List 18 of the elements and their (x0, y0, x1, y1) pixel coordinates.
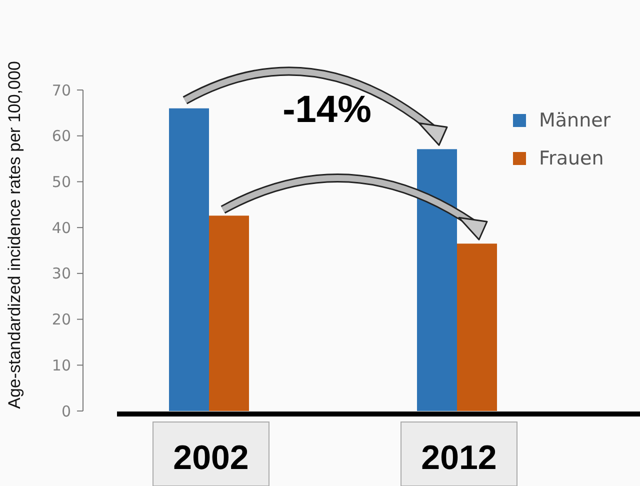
bar (457, 244, 497, 411)
annotation: -14% (282, 89, 372, 131)
bar (169, 108, 209, 411)
y-axis-title: Age-standardized incidence rates per 100,000 (5, 61, 24, 409)
legend-label: Männer (539, 110, 611, 132)
y-tick-label: 40 (52, 218, 71, 237)
bar (209, 216, 249, 411)
y-tick-label: 70 (52, 81, 71, 100)
bar (417, 149, 457, 411)
legend-label: Frauen (539, 148, 604, 170)
y-tick-label: 50 (52, 172, 71, 191)
x-tick-label: 2012 (421, 438, 497, 477)
y-tick-label: 10 (52, 356, 71, 374)
y-tick-label: 60 (52, 127, 71, 146)
y-tick-label: 0 (61, 402, 71, 420)
y-tick-label: 20 (52, 310, 71, 329)
y-tick-label: 30 (52, 264, 71, 283)
x-tick-label: 2002 (173, 438, 249, 477)
